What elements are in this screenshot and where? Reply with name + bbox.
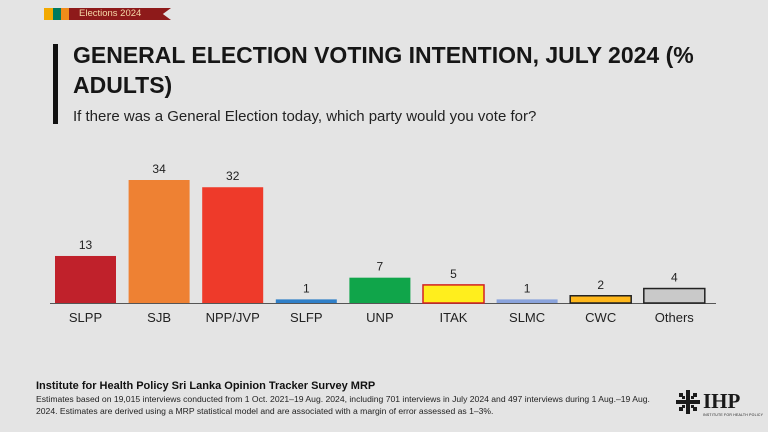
category-label-others: Others (655, 310, 695, 325)
category-label-npp-jvp: NPP/JVP (206, 310, 260, 325)
bar-chart: 13 SLPP 34 SJB 32 NPP/JVP 1 SLFP 7 UNP 5 ITAK 1 SLMC 2… (50, 162, 716, 325)
bar-slfp (275, 299, 337, 303)
category-label-cwc: CWC (585, 310, 616, 325)
bar-cwc (569, 295, 632, 304)
bar-unp (349, 277, 411, 303)
elections-tag: Elections 2024 (69, 8, 171, 20)
flag-color-strip (0, 8, 200, 20)
category-label-slmc: SLMC (509, 310, 545, 325)
value-label-slfp: 1 (303, 281, 310, 295)
bar-sjb (128, 180, 190, 303)
category-label-slpp: SLPP (69, 310, 102, 325)
source-title: Institute for Health Policy Sri Lanka Op… (36, 380, 376, 392)
bar-slmc (496, 299, 558, 303)
flag-stripe-yellow (44, 8, 53, 20)
value-label-slpp: 13 (79, 238, 93, 252)
bar-slpp (55, 255, 116, 303)
methodology-note: Estimates based on 19,015 interviews con… (36, 394, 650, 416)
category-label-itak: ITAK (440, 310, 468, 325)
value-label-unp: 7 (377, 260, 384, 274)
chart-title: GENERAL ELECTION VOTING INTENTION, JULY … (73, 42, 694, 98)
chart-subtitle: If there was a General Election today, w… (73, 108, 537, 125)
category-label-sjb: SJB (147, 310, 171, 325)
category-label-unp: UNP (366, 310, 393, 325)
bar-others (643, 287, 706, 304)
title-accent-bar (53, 44, 58, 124)
flag-stripe-green (53, 8, 61, 20)
ihp-logo-icon (676, 390, 700, 414)
logo-text: IHP (703, 389, 741, 413)
bar-npp-jvp (202, 187, 264, 303)
value-label-itak: 5 (450, 267, 457, 281)
category-label-slfp: SLFP (290, 310, 323, 325)
value-label-slmc: 1 (524, 281, 531, 295)
value-label-cwc: 2 (597, 278, 604, 292)
value-label-sjb: 34 (152, 162, 166, 176)
ihp-logo: IHP INSTITUTE FOR HEALTH POLICY (676, 388, 763, 422)
logo-subtext: INSTITUTE FOR HEALTH POLICY (703, 413, 764, 417)
value-label-others: 4 (671, 271, 678, 285)
flag-stripe-orange (61, 8, 69, 20)
bar-itak (422, 284, 485, 304)
value-label-npp-jvp: 32 (226, 169, 240, 183)
